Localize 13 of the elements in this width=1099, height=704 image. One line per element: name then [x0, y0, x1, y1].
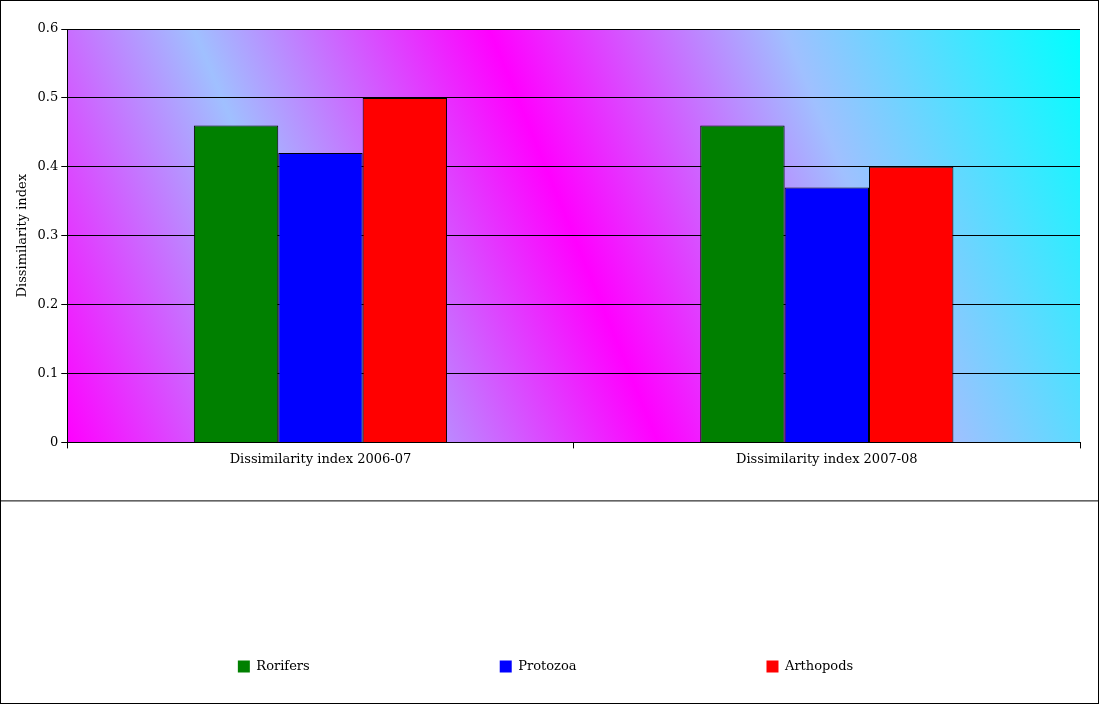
y-tick-label: 0.2 [37, 295, 59, 311]
y-tick-label: 0 [49, 433, 59, 449]
legend-label: Arthopods [783, 657, 854, 673]
y-axis-title: Dissimilarity index [14, 173, 30, 298]
y-tick-label: 0.4 [37, 158, 59, 174]
y-tick-label: 0.3 [37, 227, 59, 243]
legend-label: Rorifers [256, 657, 310, 673]
y-tick-label: 0.6 [37, 20, 59, 36]
x-tick-label: Dissimilarity index 2007-08 [736, 450, 918, 466]
y-tick-label: 0.1 [37, 364, 59, 380]
y-tick-label: 0.5 [37, 89, 59, 105]
x-tick-label: Dissimilarity index 2006-07 [229, 450, 412, 466]
legend-label: Protozoa [518, 657, 577, 673]
